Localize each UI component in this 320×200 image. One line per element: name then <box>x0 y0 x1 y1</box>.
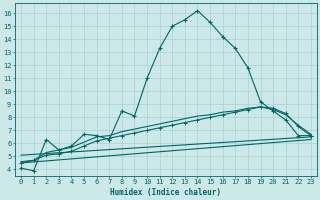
X-axis label: Humidex (Indice chaleur): Humidex (Indice chaleur) <box>110 188 221 197</box>
